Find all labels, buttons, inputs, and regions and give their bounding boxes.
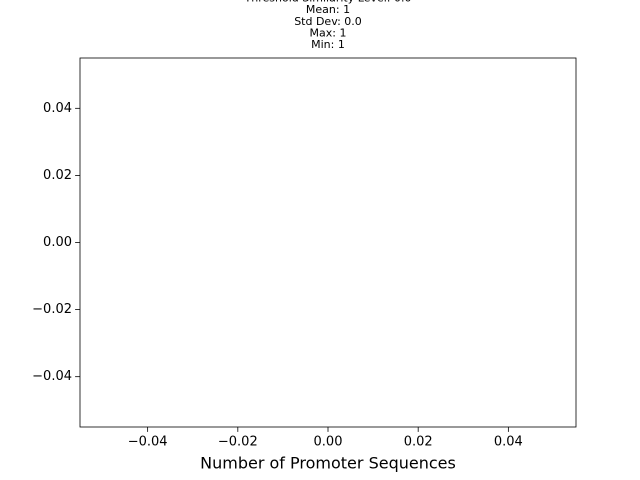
x-tick-label: −0.02 [218, 435, 258, 450]
y-tick-label: 0.02 [43, 168, 72, 183]
x-axis-label: Number of Promoter Sequences [200, 454, 456, 473]
x-tick-label: 0.00 [314, 435, 343, 450]
chart-title: Min: 1 [311, 38, 345, 51]
y-tick-label: −0.04 [32, 369, 72, 384]
chart-title: Threshold Similarity Level: 0.0 [244, 0, 412, 5]
y-tick-label: 0.04 [43, 101, 72, 116]
y-tick-label: −0.02 [32, 302, 72, 317]
x-tick-label: 0.02 [404, 435, 433, 450]
plot-frame [79, 57, 577, 428]
x-tick-label: −0.04 [128, 435, 168, 450]
y-tick-label: 0.00 [43, 235, 72, 250]
chart-title: Mean: 1 [306, 3, 350, 16]
x-tick-label: 0.04 [494, 435, 523, 450]
chart-title: Std Dev: 0.0 [294, 15, 362, 28]
chart-title: Max: 1 [310, 26, 347, 39]
